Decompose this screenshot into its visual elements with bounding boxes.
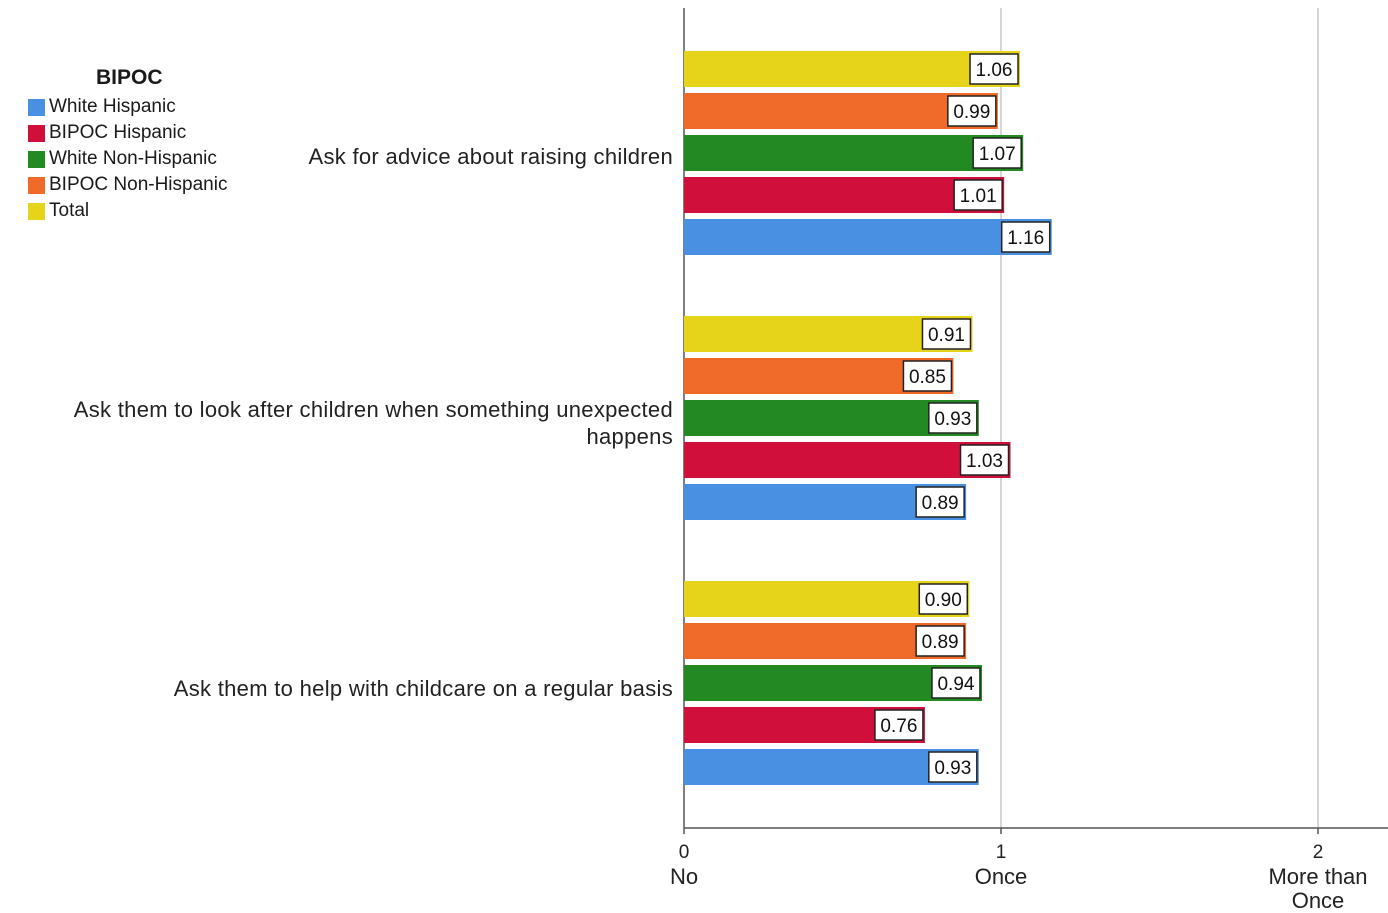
data-label: 0.99: [953, 102, 990, 123]
data-label-box: [928, 402, 978, 434]
legend-label: White Non-Hispanic: [49, 148, 217, 169]
legend-swatch: [28, 202, 45, 220]
legend-swatch: [28, 150, 45, 168]
legend-swatch: [28, 124, 45, 142]
data-label-box: [947, 95, 997, 127]
legend-item-white-hispanic: White Hispanic: [28, 94, 227, 120]
bar: [684, 177, 1005, 213]
data-label-box: [959, 444, 1010, 476]
bar: [684, 93, 998, 129]
x-tick-label: More than: [1268, 864, 1367, 889]
legend-item-total: Total: [28, 198, 227, 224]
data-label-box: [972, 137, 1022, 169]
data-label: 1.01: [960, 186, 997, 207]
legend-item-bipoc-non-hispanic: BIPOC Non-Hispanic: [28, 172, 227, 198]
legend-label: White Hispanic: [49, 96, 176, 117]
category-label: Ask them to help with childcare on a reg…: [174, 676, 673, 701]
data-label-box: [874, 709, 924, 741]
legend-swatch: [28, 176, 45, 194]
data-label-box: [1000, 221, 1051, 253]
x-tick-label: No: [670, 864, 698, 889]
x-tick-number: 1: [996, 842, 1007, 863]
data-label-box: [918, 583, 969, 615]
bar: [684, 135, 1024, 171]
data-label: 0.76: [880, 716, 917, 737]
data-label: 0.85: [909, 367, 946, 388]
data-label: 1.07: [979, 144, 1016, 165]
legend-label: BIPOC Hispanic: [49, 122, 187, 143]
data-label: 0.94: [937, 674, 974, 695]
x-tick-label: Once: [1292, 888, 1345, 913]
data-label-box: [921, 318, 972, 350]
x-tick-label: Once: [975, 864, 1028, 889]
bar: [684, 51, 1021, 87]
data-label-box: [969, 53, 1019, 85]
category-label: Ask for advice about raising children: [308, 144, 673, 169]
data-label: 0.89: [922, 632, 959, 653]
x-tick-number: 0: [679, 842, 690, 863]
data-label: 1.03: [966, 451, 1003, 472]
bar: [684, 219, 1052, 255]
data-label: 1.16: [1007, 228, 1044, 249]
data-label: 0.93: [934, 409, 971, 430]
bar: [684, 442, 1011, 478]
legend-title: BIPOC: [96, 66, 163, 89]
legend-item-bipoc-hispanic: BIPOC Hispanic: [28, 120, 227, 146]
category-label: happens: [586, 424, 673, 449]
data-label-box: [902, 360, 953, 392]
data-label: 1.06: [976, 60, 1013, 81]
x-tick-number: 2: [1313, 842, 1324, 863]
legend-item-white-non-hispanic: White Non-Hispanic: [28, 146, 227, 172]
data-label-box: [915, 486, 965, 518]
data-label: 0.90: [925, 590, 962, 611]
legend: BIPOC White Hispanic BIPOC Hispanic Whit…: [28, 66, 227, 224]
legend-label: Total: [49, 200, 90, 221]
legend-label: BIPOC Non-Hispanic: [49, 174, 228, 195]
data-label: 0.93: [934, 758, 971, 779]
category-label: Ask them to look after children when som…: [74, 397, 673, 422]
data-label: 0.91: [928, 325, 965, 346]
data-label-box: [928, 751, 978, 783]
data-label-box: [931, 667, 981, 699]
legend-swatch: [28, 98, 45, 116]
data-label-box: [953, 179, 1003, 211]
data-label: 0.89: [922, 493, 959, 514]
data-label-box: [915, 625, 965, 657]
